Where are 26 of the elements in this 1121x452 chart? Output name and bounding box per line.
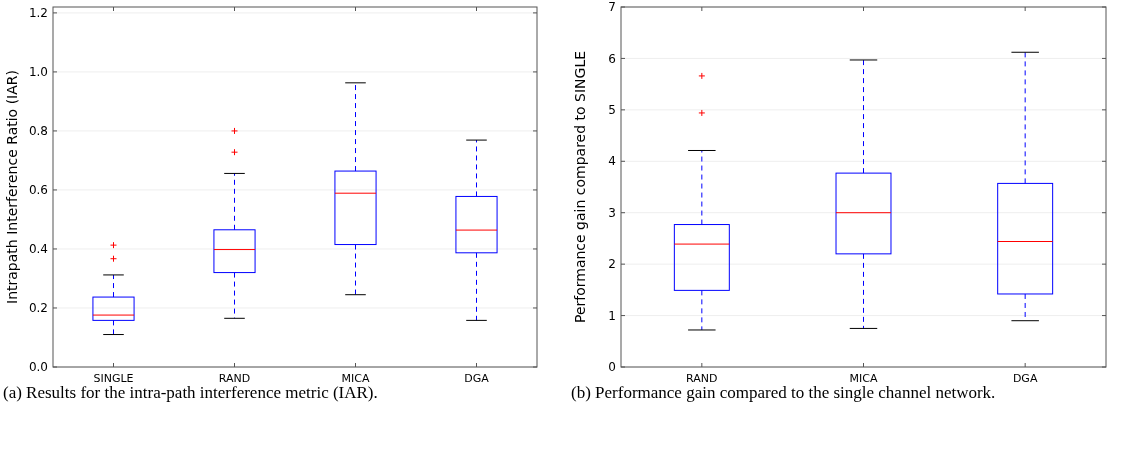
x-tick-label: RAND <box>218 372 251 385</box>
y-tick-label: 6 <box>608 51 616 66</box>
y-axis-title: Intrapath Interference Ratio (IAR) <box>4 70 20 304</box>
y-tick-label: 1.2 <box>28 6 48 21</box>
y-tick-label: 2 <box>608 257 616 272</box>
y-tick-label: 1 <box>608 308 616 323</box>
x-tick-label: MICA <box>341 372 370 385</box>
y-tick-label: 5 <box>608 103 616 118</box>
y-tick-label: 4 <box>608 154 616 169</box>
text: (a) Results for the intra-path interference metric (IAR). <box>3 383 378 402</box>
x-tick-label: RAND <box>686 372 718 385</box>
y-tick-label: 0.8 <box>28 124 48 139</box>
y-tick-label: 0.0 <box>28 360 48 375</box>
x-tick-label: DGA <box>464 372 490 385</box>
y-tick-label: 7 <box>608 0 616 15</box>
y-tick-label: 3 <box>608 205 616 220</box>
y-tick-label: 0.6 <box>28 183 48 198</box>
x-tick-label: DGA <box>1012 372 1038 385</box>
y-tick-label: 0.4 <box>28 242 48 257</box>
y-axis-title: Performance gain compared to SINGLE <box>572 50 588 324</box>
text: (b) Performance gain compared to the single channel network. <box>571 383 996 402</box>
x-tick-label: SINGLE <box>93 372 134 385</box>
y-tick-label: 0 <box>608 360 616 375</box>
y-tick-label: 0.2 <box>28 301 48 316</box>
x-tick-label: MICA <box>849 372 878 385</box>
y-tick-label: 1.0 <box>28 65 48 80</box>
